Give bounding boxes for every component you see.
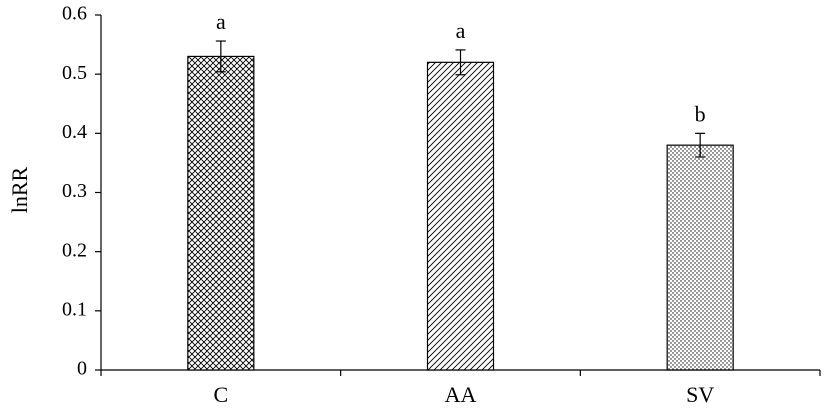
category-label: SV bbox=[686, 382, 714, 407]
category-label: C bbox=[213, 382, 228, 407]
significance-letter: a bbox=[216, 9, 226, 34]
bar-c bbox=[187, 55, 255, 371]
y-tick-label: 0.4 bbox=[62, 121, 87, 143]
significance-letter: b bbox=[695, 101, 706, 126]
category-label: AA bbox=[445, 382, 477, 407]
y-tick-label: 0.5 bbox=[62, 62, 87, 84]
y-tick-label: 0.6 bbox=[62, 3, 87, 25]
y-axis-title: lnRR bbox=[7, 166, 32, 213]
plot-area: 0 0.1 0.2 0.3 0.4 0.5 0.6 a Ca AA b SV bbox=[62, 3, 821, 407]
y-tick-label: 0.2 bbox=[62, 239, 87, 261]
significance-letter: a bbox=[456, 18, 466, 43]
y-tick-label: 0.3 bbox=[62, 180, 87, 202]
y-tick-label: 0 bbox=[77, 358, 87, 380]
y-tick-label: 0.1 bbox=[62, 298, 87, 320]
bar-sv bbox=[666, 144, 734, 371]
bar-aa bbox=[426, 61, 495, 371]
